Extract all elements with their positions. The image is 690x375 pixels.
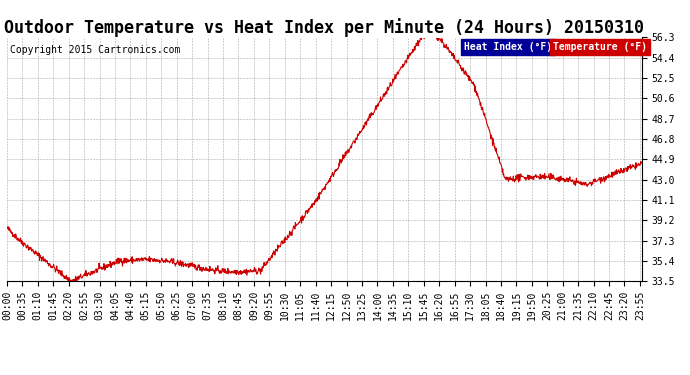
Title: Outdoor Temperature vs Heat Index per Minute (24 Hours) 20150310: Outdoor Temperature vs Heat Index per Mi… — [4, 18, 644, 38]
Text: Heat Index (°F): Heat Index (°F) — [464, 42, 552, 52]
Text: Copyright 2015 Cartronics.com: Copyright 2015 Cartronics.com — [10, 45, 181, 55]
Text: Temperature (°F): Temperature (°F) — [553, 42, 647, 52]
